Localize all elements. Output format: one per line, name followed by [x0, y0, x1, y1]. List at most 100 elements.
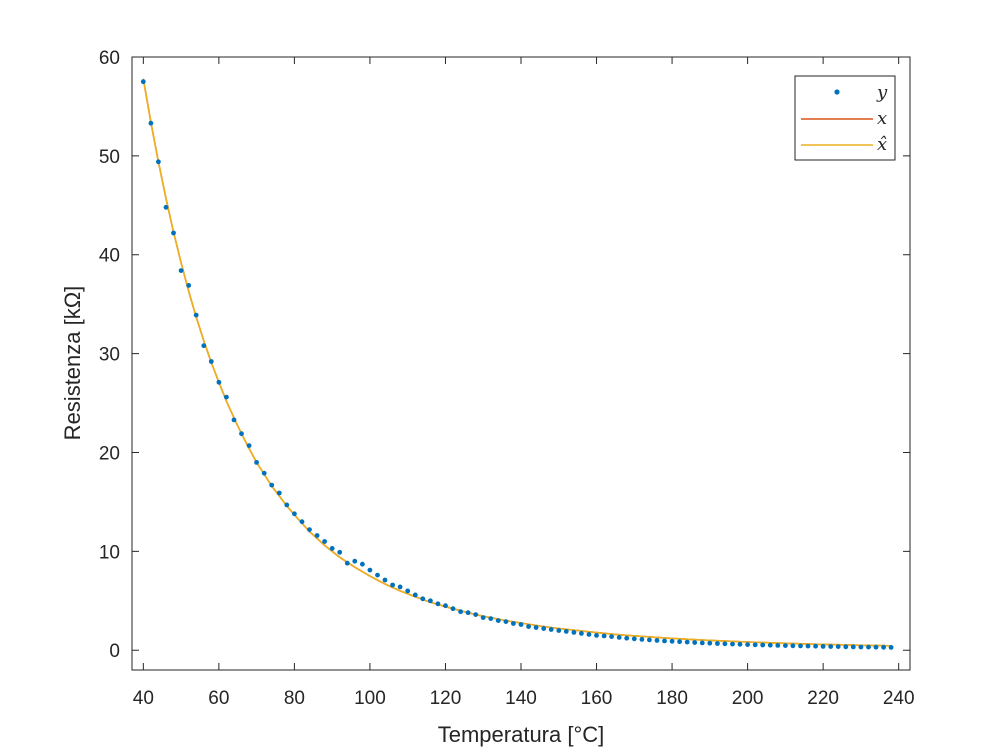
scatter-point-y	[579, 631, 584, 636]
scatter-point-y	[730, 641, 735, 647]
scatter-point-y	[843, 644, 849, 650]
y-tick-label: 60	[99, 48, 120, 69]
scatter-point-y	[813, 643, 818, 649]
scatter-point-y	[609, 634, 614, 639]
scatter-point-y	[292, 511, 297, 517]
y-tick-label: 50	[99, 147, 120, 168]
x-tick-label: 100	[354, 688, 386, 709]
scatter-point-y	[269, 482, 275, 488]
x-tick-label: 80	[284, 688, 305, 709]
scatter-point-y	[314, 533, 320, 538]
x-tick-label: 200	[732, 688, 764, 709]
y-axis-ticks: 0 10 20 30 40 50 60	[99, 48, 910, 662]
scatter-point-y	[866, 644, 871, 650]
scatter-point-y	[201, 343, 207, 349]
scatter-point-y	[352, 558, 358, 564]
scatter-point-y	[239, 431, 244, 437]
scatter-point-y	[737, 641, 743, 647]
y-axis-title: Resistenza [kΩ]	[60, 286, 85, 441]
scatter-point-y	[428, 598, 433, 604]
series-line-xhat	[142, 78, 892, 647]
y-tick-label: 0	[109, 641, 120, 662]
y-tick-label: 20	[99, 443, 120, 464]
scatter-point-y	[375, 572, 380, 578]
scatter-point-y	[745, 642, 750, 647]
scatter-point-y	[828, 644, 834, 649]
scatter-point-y	[835, 644, 841, 649]
legend-label-xhat: x̂	[877, 134, 887, 155]
scatter-point-y	[752, 642, 758, 648]
scatter-point-y	[246, 443, 252, 448]
scatter-point-y	[156, 159, 161, 165]
scatter-point-y	[171, 230, 176, 236]
scatter-point-y	[563, 629, 569, 634]
scatter-point-y	[760, 642, 766, 648]
scatter-point-y	[858, 644, 864, 650]
scatter-point-y	[775, 643, 781, 648]
scatter-point-y	[518, 622, 524, 627]
scatter-point-y	[669, 638, 675, 644]
scatter-point-y	[586, 632, 592, 637]
scatter-point-y	[231, 417, 237, 423]
scatter-point-y	[790, 643, 796, 649]
scatter-point-y	[722, 641, 728, 647]
scatter-point-y	[541, 626, 547, 631]
legend-marker-y	[834, 89, 840, 95]
y-tick-label: 40	[99, 246, 120, 267]
data-layer	[140, 78, 894, 650]
x-axis-ticks: 40 60 80 100 120 140 160 180 200 220 240	[133, 57, 915, 709]
scatter-point-y	[443, 603, 448, 609]
x-tick-label: 240	[883, 688, 915, 709]
scatter-point-y	[881, 644, 886, 650]
scatter-point-y	[390, 582, 395, 588]
scatter-point-y	[412, 592, 418, 598]
y-tick-label: 30	[99, 345, 120, 366]
scatter-point-y	[767, 642, 773, 648]
scatter-point-y	[216, 379, 222, 385]
scatter-point-y	[397, 584, 403, 590]
scatter-point-y	[707, 640, 713, 646]
scatter-point-y	[148, 120, 154, 126]
y-tick-label: 10	[99, 542, 120, 563]
x-tick-label: 60	[208, 688, 229, 709]
scatter-point-y	[140, 79, 146, 85]
x-tick-label: 180	[656, 688, 688, 709]
scatter-point-y	[639, 637, 645, 642]
scatter-point-y	[276, 490, 282, 496]
x-tick-label: 40	[133, 688, 154, 709]
scatter-point-y	[888, 645, 894, 650]
scatter-point-y	[480, 615, 486, 620]
scatter-point-y	[344, 560, 350, 566]
scatter-point-y	[594, 633, 599, 638]
scatter-point-y	[435, 601, 441, 607]
scatter-point-y	[798, 643, 803, 649]
scatter-point-y	[337, 549, 343, 555]
scatter-point-y	[405, 588, 411, 594]
scatter-point-y	[450, 606, 456, 612]
scatter-point-y	[783, 643, 788, 648]
legend-label-y: y	[876, 82, 888, 103]
scatter-point-y	[254, 460, 259, 465]
scatter-point-y	[261, 470, 267, 476]
scatter-point-y	[284, 502, 290, 508]
scatter-point-y	[186, 283, 192, 288]
scatter-point-y	[820, 644, 826, 649]
scatter-point-y	[329, 546, 335, 551]
scatter-point-y	[420, 596, 426, 602]
scatter-point-y	[178, 268, 184, 273]
scatter-point-y	[163, 204, 169, 210]
scatter-point-y	[624, 635, 630, 641]
scatter-point-y	[647, 637, 652, 643]
scatter-point-y	[458, 609, 463, 615]
scatter-point-y	[692, 640, 698, 645]
scatter-point-y	[805, 643, 811, 649]
scatter-point-y	[533, 625, 539, 630]
x-tick-label: 140	[505, 688, 537, 709]
scatter-point-y	[873, 644, 879, 650]
x-tick-label: 220	[807, 688, 839, 709]
scatter-point-y	[322, 539, 327, 544]
legend-label-x: x	[877, 108, 887, 129]
scatter-point-y	[662, 638, 667, 644]
scatter-point-y	[511, 621, 516, 626]
